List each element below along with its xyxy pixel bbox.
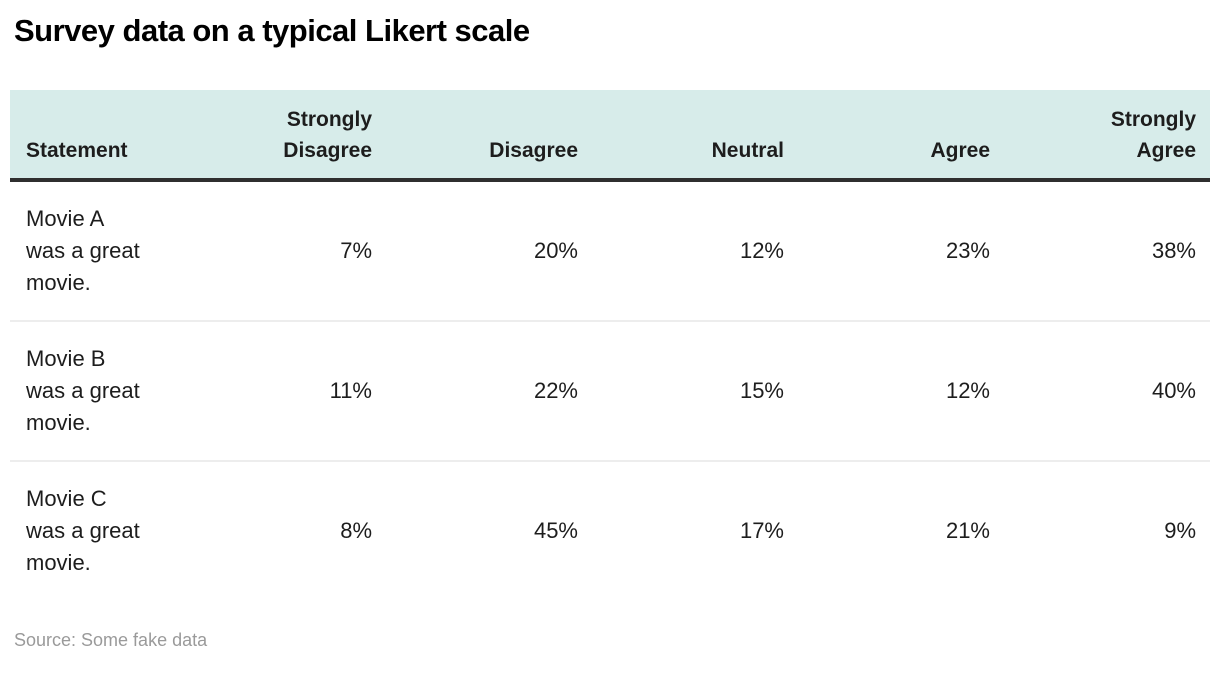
col-header-statement: Statement [10,89,180,182]
statement-cell: Movie C was a great movie. [26,485,140,575]
value-cell: 20% [386,179,592,322]
likert-table: Statement Strongly Disagree Disagree Neu… [10,89,1210,600]
statement-cell: Movie A was a great movie. [10,179,180,322]
value-cell: 8% [340,517,372,543]
col-header-neutral: Neutral [592,89,798,182]
col-header-agree: Agree [798,89,1004,182]
value-cell: 12% [592,179,798,322]
col-header-strongly-agree: Strongly Agree [1004,89,1210,182]
value-cell: 15% [592,320,798,462]
value-cell: 21% [945,517,990,543]
value-cell: 9% [1164,517,1196,543]
value-cell: 12% [798,320,1004,462]
source-note: Source: Some fake data [14,629,208,650]
value-cell: 40% [1004,320,1210,462]
table-header-row: Statement Strongly Disagree Disagree Neu… [10,89,1210,182]
value-cell: 11% [180,320,386,462]
table-row-movie-a: Movie A was a great movie. 7% 20% 12% 23… [10,179,1210,322]
value-cell: 22% [386,320,592,462]
value-cell: 23% [798,179,1004,322]
col-header-disagree: Disagree [386,89,592,182]
value-cell: 45% [533,517,578,543]
statement-cell: Movie B was a great movie. [10,320,180,462]
table-row-movie-b: Movie B was a great movie. 11% 22% 15% 1… [10,320,1210,462]
page-title: Survey data on a typical Likert scale [14,13,530,48]
col-header-strongly-disagree: Strongly Disagree [180,89,386,182]
value-cell: 7% [180,179,386,322]
value-cell: 38% [1004,179,1210,322]
value-cell: 17% [739,517,784,543]
table-row-movie-c: Movie C was a great movie. 8% 45% 17% 21… [10,461,1210,600]
